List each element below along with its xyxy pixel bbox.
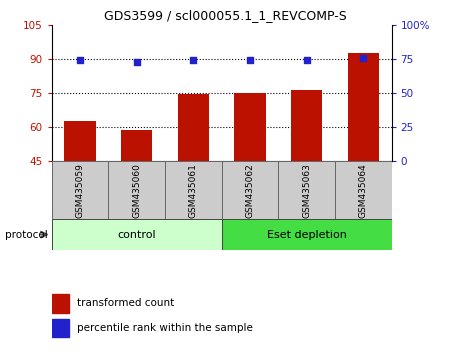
Point	[76, 57, 84, 63]
Bar	[347, 53, 379, 161]
Bar	[234, 93, 266, 161]
Text: GSM435064: GSM435064	[359, 163, 368, 218]
Text: GSM435061: GSM435061	[189, 163, 198, 218]
Point	[190, 57, 197, 62]
Bar	[221, 219, 392, 250]
Text: transformed count: transformed count	[76, 298, 174, 308]
Text: GSM435062: GSM435062	[245, 163, 254, 218]
Text: control: control	[117, 229, 156, 240]
Text: GSM435060: GSM435060	[132, 163, 141, 218]
Text: GSM435063: GSM435063	[302, 163, 311, 218]
Bar	[64, 121, 96, 161]
Bar	[52, 319, 69, 337]
Point	[133, 59, 140, 65]
Text: GSM435059: GSM435059	[76, 163, 85, 218]
Bar	[121, 130, 152, 161]
Bar	[165, 161, 221, 219]
Point	[246, 57, 253, 63]
Bar	[178, 94, 209, 161]
Text: GDS3599 / scl000055.1_1_REVCOMP-S: GDS3599 / scl000055.1_1_REVCOMP-S	[104, 9, 346, 22]
Bar	[52, 219, 221, 250]
Text: percentile rank within the sample: percentile rank within the sample	[76, 323, 252, 333]
Bar	[291, 90, 322, 161]
Point	[360, 56, 367, 61]
Bar	[278, 161, 335, 219]
Bar	[221, 161, 278, 219]
Text: protocol: protocol	[4, 229, 47, 240]
Text: Eset depletion: Eset depletion	[266, 229, 346, 240]
Bar	[335, 161, 392, 219]
Bar	[52, 294, 69, 313]
Bar	[52, 161, 108, 219]
Point	[303, 57, 310, 63]
Bar	[108, 161, 165, 219]
